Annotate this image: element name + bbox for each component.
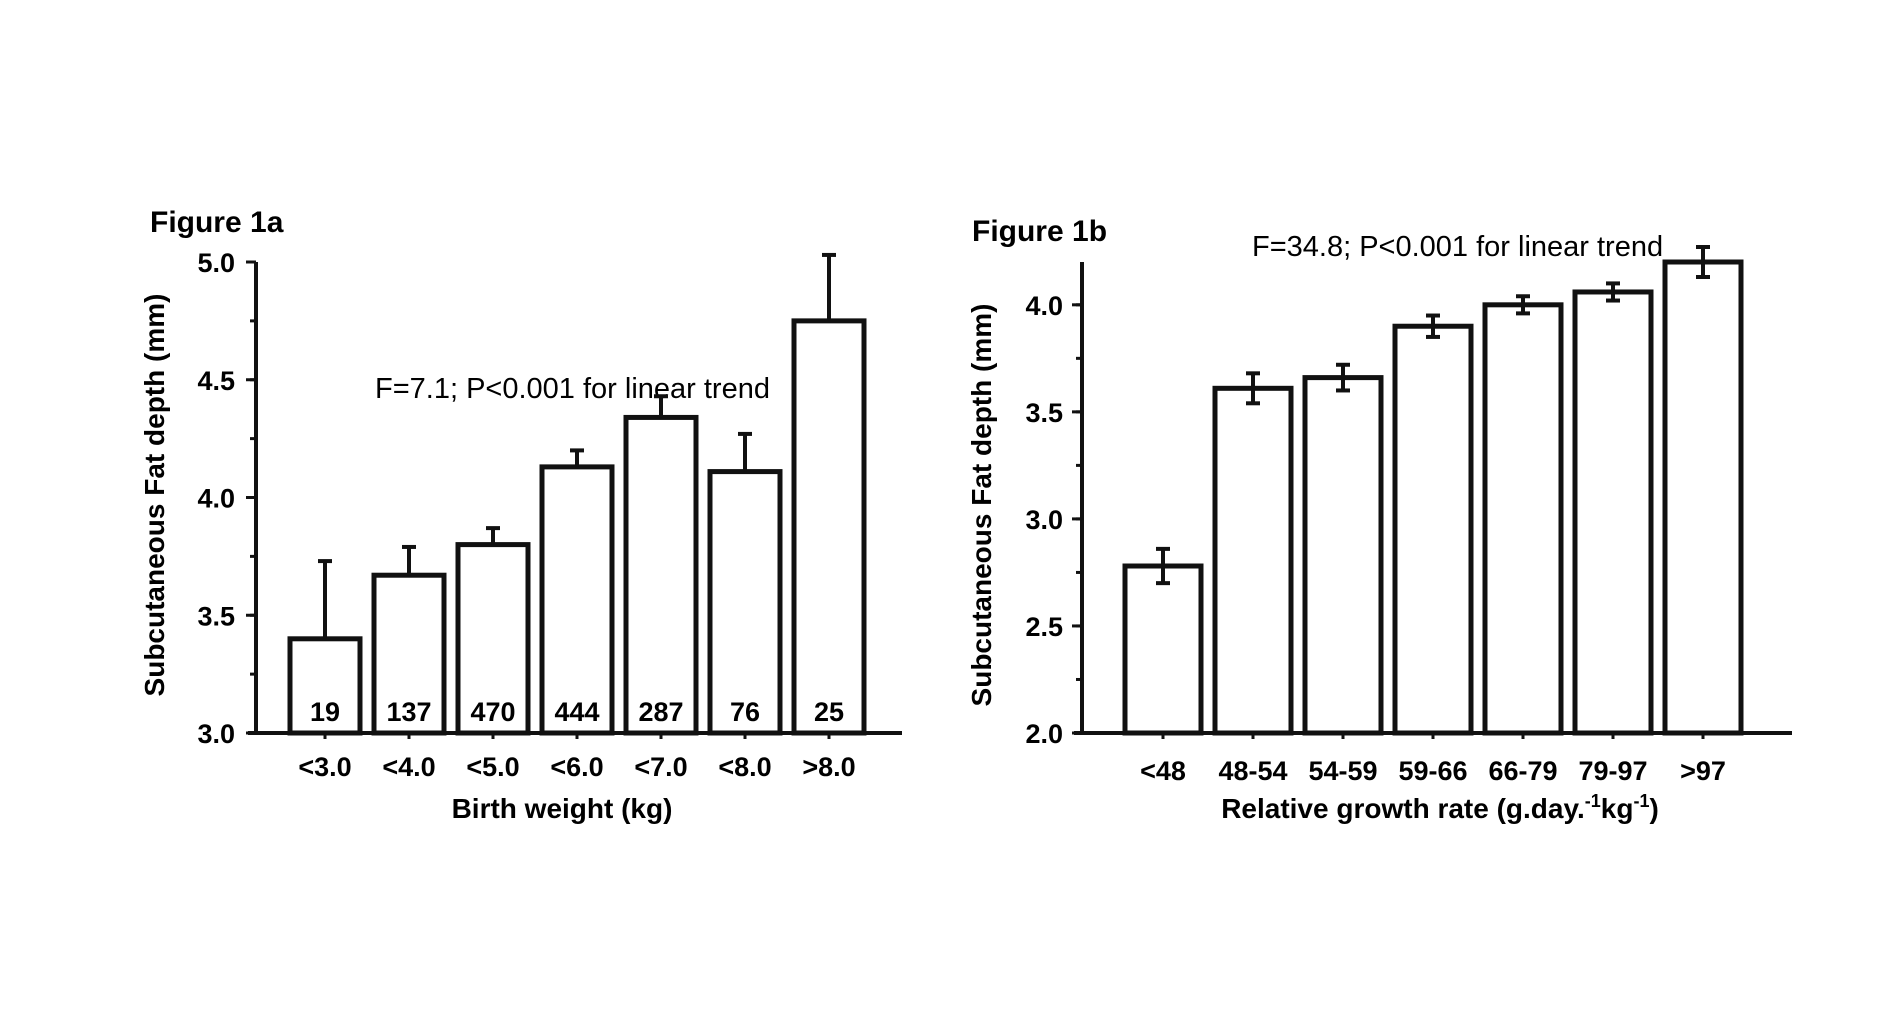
figure-1b-bar [1482, 302, 1564, 736]
figure-1a-category-label: <7.0 [634, 752, 687, 782]
figure-1a-error-bar [486, 526, 500, 545]
figure-1a-y-tick-label: 4.5 [197, 366, 235, 396]
figure-1a-error-bar [318, 559, 332, 639]
figure-1b-bar [1212, 385, 1294, 736]
figure-1a-bar [287, 636, 363, 736]
figure-1a-n-label: 76 [730, 697, 760, 727]
figure-1b-y-tick-label: 4.0 [1025, 291, 1063, 321]
figure-1a-y-tick-label: 3.0 [197, 719, 235, 749]
figure-1a-category-label: >8.0 [802, 752, 855, 782]
figure-1b-category-label: 54-59 [1308, 756, 1377, 786]
figure-1a-category-label: <3.0 [298, 752, 351, 782]
figure-1b-x-axis-title: Relative growth rate (g.day.-1kg-1) [1221, 791, 1659, 824]
figure-1a-bar [455, 542, 531, 736]
figure-1b-y-tick-label: 3.5 [1025, 398, 1063, 428]
figure-1a-n-label: 470 [470, 697, 515, 727]
figure-1a-chart: Figure 1a F=7.1; P<0.001 for linear tren… [139, 206, 902, 824]
figure-1b-category-label: 48-54 [1218, 756, 1287, 786]
figure-1a-n-label: 19 [310, 697, 340, 727]
figure-1a-y-tick-label: 5.0 [197, 248, 235, 278]
figure-1b-y-tick-label: 3.0 [1025, 505, 1063, 535]
figure-1a-n-label: 444 [554, 697, 599, 727]
figure-1a-bar [791, 318, 867, 736]
figure-1a-y-axis-title: Subcutaneous Fat depth (mm) [139, 294, 170, 697]
figure-1b-x-axis-title-end: ) [1649, 793, 1658, 824]
figure-1b-title: Figure 1b [972, 215, 1107, 248]
figure-1a-annotation: F=7.1; P<0.001 for linear trend [375, 373, 770, 405]
figure-1a-error-bar [654, 394, 668, 418]
figure-1a-category-label: <4.0 [382, 752, 435, 782]
figure-1b-category-label: 59-66 [1398, 756, 1467, 786]
figure-1b-x-axis-title-sup1: -1 [1585, 791, 1601, 811]
figure-1a-category-label: <5.0 [466, 752, 519, 782]
figure-1b-x-axis-title-mid: kg [1601, 793, 1634, 824]
figure-1a-n-label: 137 [386, 697, 431, 727]
figure-1b-error-bar [1696, 245, 1710, 279]
figure-1a-x-axis-title: Birth weight (kg) [452, 793, 673, 824]
figure-1b-bar [1392, 323, 1474, 736]
figure-1b-category-label: 66-79 [1488, 756, 1557, 786]
figure-1a-title: Figure 1a [150, 206, 284, 239]
figure-1b-error-bar [1426, 313, 1440, 339]
figure-1b-category-label: <48 [1140, 756, 1186, 786]
figure-1b-bar [1662, 259, 1744, 736]
figure-1b-bar [1302, 375, 1384, 736]
figure-1b-error-bar [1246, 371, 1260, 406]
figure-1b-chart: Figure 1b F=34.8; P<0.001 for linear tre… [966, 215, 1792, 824]
figure-1b-y-axis-title: Subcutaneous Fat depth (mm) [966, 304, 997, 707]
figure-1b-annotation: F=34.8; P<0.001 for linear trend [1252, 231, 1663, 263]
figure-1b-error-bar [1516, 294, 1530, 316]
figure-1a-y-tick-label: 4.0 [197, 484, 235, 514]
figure-1b-error-bar [1336, 362, 1350, 393]
figure-1a-bar [707, 469, 783, 736]
figure-1b-bar [1572, 289, 1654, 736]
figure-1a-error-bar [822, 252, 836, 321]
figure-1b-error-bar [1156, 546, 1170, 586]
figure-1a-error-bar [402, 544, 416, 576]
figure-1b-x-axis-title-main: Relative growth rate (g.day. [1221, 793, 1585, 824]
figure-1b-error-bar [1606, 281, 1620, 303]
figure-1a-error-bar [738, 431, 752, 472]
figure-1a-bar [371, 572, 447, 736]
figure-1b-y-tick-label: 2.0 [1025, 719, 1063, 749]
figure-1a-n-label: 25 [814, 697, 844, 727]
figure-1a-y-tick-label: 3.5 [197, 601, 235, 631]
figure-1a-n-label: 287 [638, 697, 683, 727]
figure-1a-category-label: <6.0 [550, 752, 603, 782]
figure-1b-bar [1122, 563, 1204, 736]
figure-1b-category-label: 79-97 [1578, 756, 1647, 786]
figure-1b-y-tick-label: 2.5 [1025, 612, 1063, 642]
figure-1a-category-label: <8.0 [718, 752, 771, 782]
figure-1b-x-axis-title-sup2: -1 [1633, 791, 1649, 811]
figure-1a-error-bar [570, 448, 584, 467]
figure-1b-category-label: >97 [1680, 756, 1726, 786]
figure-1a-bar [539, 464, 615, 736]
figure-1a-bar [623, 414, 699, 736]
